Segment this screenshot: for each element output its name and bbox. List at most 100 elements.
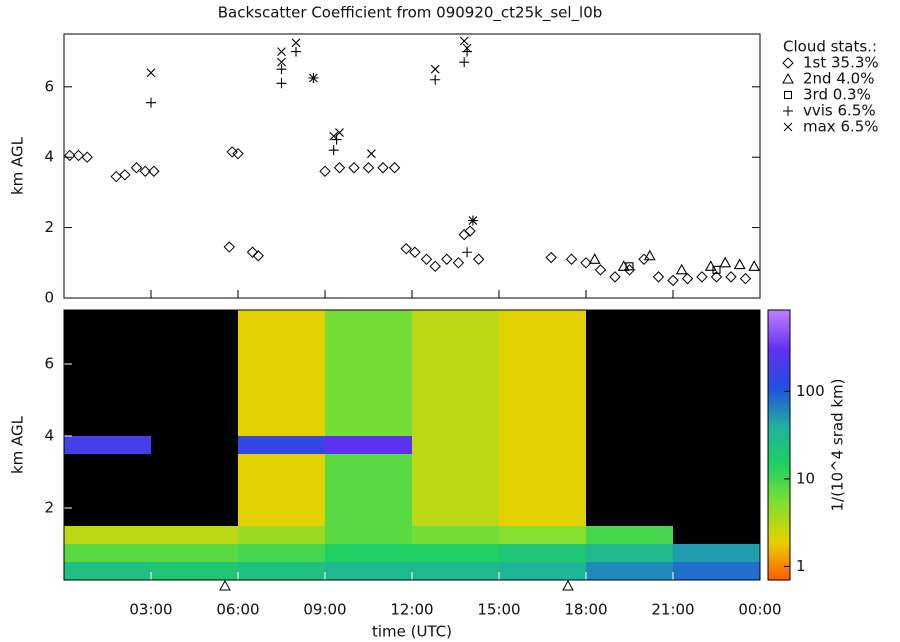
heatmap-cell [499, 544, 586, 562]
data-point [652, 271, 665, 283]
data-point [719, 256, 732, 268]
data-point [675, 263, 688, 275]
colorbar-segment [768, 322, 790, 326]
colorbar-segment [768, 409, 790, 413]
colorbar-segment [768, 559, 790, 563]
colorbar-segment [768, 529, 790, 533]
colorbar-segment [768, 535, 790, 539]
x-tick-label: 03:00 [129, 601, 172, 619]
heatmap-cell [325, 436, 412, 454]
data-point [725, 271, 737, 283]
heatmap-cell [64, 562, 151, 580]
colorbar-segment [768, 487, 790, 491]
colorbar-tick-label: 1 [796, 557, 806, 575]
heatmap-cell [238, 436, 325, 454]
colorbar-segment [768, 436, 790, 440]
data-point [226, 146, 238, 158]
data-point [139, 165, 151, 177]
heatmap-cell [412, 562, 499, 580]
plot-frame [63, 309, 761, 581]
data-point [459, 36, 469, 46]
colorbar-segment [768, 352, 790, 356]
colorbar-segment [768, 346, 790, 350]
colorbar-segment [768, 511, 790, 515]
data-point [319, 165, 331, 177]
y-axis-title: km AGL [9, 136, 27, 195]
colorbar-segment [768, 550, 790, 554]
plot-frame [63, 33, 761, 299]
colorbar-segment [768, 397, 790, 401]
data-point [223, 241, 236, 253]
data-point [565, 253, 578, 265]
colorbar-segment [768, 571, 790, 575]
data-point [130, 162, 143, 174]
data-point [328, 145, 339, 156]
colorbar-segment [768, 469, 790, 473]
data-point [739, 272, 752, 285]
legend-label: vvis 6.5% [803, 102, 876, 120]
heatmap-cell [673, 562, 760, 580]
legend-symbol [783, 106, 793, 116]
data-point [609, 271, 621, 283]
data-point [252, 250, 265, 262]
heatmap-cell [64, 526, 151, 544]
colorbar-segment [768, 334, 790, 338]
colorbar-segment [768, 355, 790, 359]
legend-label: 3rd 0.3% [803, 86, 871, 104]
colorbar-segment [768, 547, 790, 551]
data-point [291, 38, 301, 48]
heatmap-cell [586, 562, 673, 580]
heatmap-cell [238, 562, 325, 580]
data-point [420, 253, 433, 265]
colorbar-segment [768, 508, 790, 512]
data-point [232, 147, 244, 160]
heatmap-cell [151, 562, 238, 580]
heatmap-cell [325, 310, 412, 436]
heatmap-cell [412, 436, 499, 454]
heatmap-cell [586, 526, 673, 544]
colorbar-segment [768, 415, 790, 419]
data-point [400, 243, 412, 255]
colorbar-segment [768, 532, 790, 536]
colorbar-tick-label: 100 [796, 382, 825, 400]
y-tick-label: 4 [44, 148, 54, 166]
data-point [588, 253, 601, 264]
heatmap-cell [412, 526, 499, 544]
colorbar-segment [768, 358, 790, 362]
data-point [696, 271, 708, 283]
data-point [377, 162, 389, 174]
heatmap-cell [325, 454, 412, 526]
y-tick-label: 6 [44, 355, 54, 373]
colorbar-segment [768, 370, 790, 374]
heatmap-cell [412, 544, 499, 562]
colorbar-segment [768, 382, 790, 386]
data-point [64, 149, 76, 162]
colorbar-segment [768, 433, 790, 437]
data-point [430, 74, 441, 85]
y-tick-label: 4 [44, 427, 54, 445]
heatmap-cell [325, 526, 412, 544]
colorbar-segment [768, 544, 790, 548]
heatmap-cell [151, 544, 238, 562]
colorbar-segment [768, 310, 790, 314]
data-point [643, 249, 656, 261]
legend-symbol [784, 91, 792, 99]
data-point [276, 78, 287, 89]
heatmap-cell [412, 454, 499, 526]
heatmap-cell [238, 310, 325, 436]
data-point [681, 272, 694, 285]
legend-symbol [783, 122, 793, 132]
data-point [81, 151, 93, 163]
data-point [464, 225, 476, 237]
legend-symbol [782, 57, 794, 69]
data-point [246, 246, 259, 258]
gap-marker [219, 579, 574, 591]
colorbar-segment [768, 313, 790, 317]
heatmap-cell [151, 526, 238, 544]
colorbar-segment [768, 403, 790, 407]
colorbar-segment [768, 541, 790, 545]
data-point [277, 57, 286, 67]
data-point [545, 251, 557, 264]
colorbar-segment [768, 463, 790, 467]
